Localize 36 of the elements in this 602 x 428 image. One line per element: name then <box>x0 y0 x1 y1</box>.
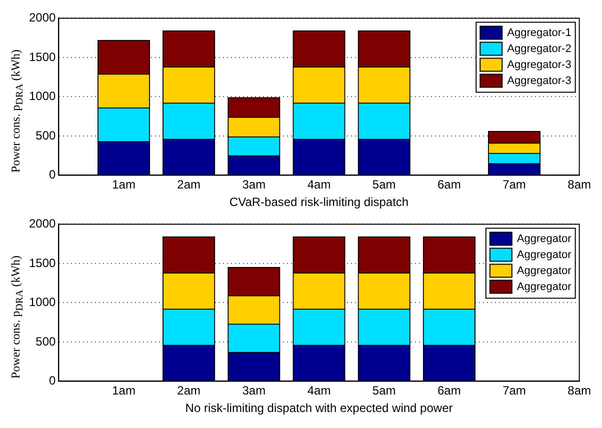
legend-label: Aggregator-3 <box>507 59 572 72</box>
x-tick-label: 2am <box>177 178 201 192</box>
legend-label: Aggregator <box>516 249 572 262</box>
x-tick-label: 7am <box>502 384 526 398</box>
legend-label: Aggregator <box>516 281 572 294</box>
x-tick-label: 8am <box>568 384 592 398</box>
legend-label: Aggregator <box>516 265 572 278</box>
legend-label: Aggregator-2 <box>507 43 572 56</box>
x-tick-label: 7am <box>502 178 526 192</box>
x-tick-label: 4am <box>307 384 331 398</box>
y-tick-label: 1500 <box>28 50 56 64</box>
y-tick-label: 500 <box>36 128 56 142</box>
x-tick-label: 6am <box>438 384 461 398</box>
legend-label: Aggregator <box>516 233 572 246</box>
x-tick-label: 1am <box>112 178 136 192</box>
x-tick-label: 4am <box>307 178 331 192</box>
y-tick-label: 0 <box>49 374 56 388</box>
y-tick-label: 1000 <box>28 295 56 310</box>
y-tick-label: 2000 <box>28 10 56 25</box>
y-tick-label: 500 <box>36 334 56 348</box>
x-axis-title: CVaR-based risk-limiting dispatch <box>229 195 409 210</box>
x-tick-label: 8am <box>568 178 592 192</box>
x-tick-label: 1am <box>112 384 136 398</box>
y-tick-label: 1500 <box>28 256 56 270</box>
legend-label: Aggregator-1 <box>507 27 572 40</box>
x-tick-label: 5am <box>372 178 396 192</box>
x-tick-label: 2am <box>177 384 201 398</box>
x-axis-title: No risk-limiting dispatch with expected wind power <box>185 401 453 416</box>
x-tick-label: 6am <box>438 178 461 192</box>
legend-label: Aggregator-3 <box>507 75 572 88</box>
y-tick-label: 0 <box>49 168 56 182</box>
y-tick-label: 1000 <box>28 89 56 104</box>
x-tick-label: 3am <box>242 178 266 192</box>
x-tick-label: 5am <box>372 384 396 398</box>
y-tick-label: 2000 <box>28 216 56 231</box>
x-tick-label: 3am <box>242 384 266 398</box>
